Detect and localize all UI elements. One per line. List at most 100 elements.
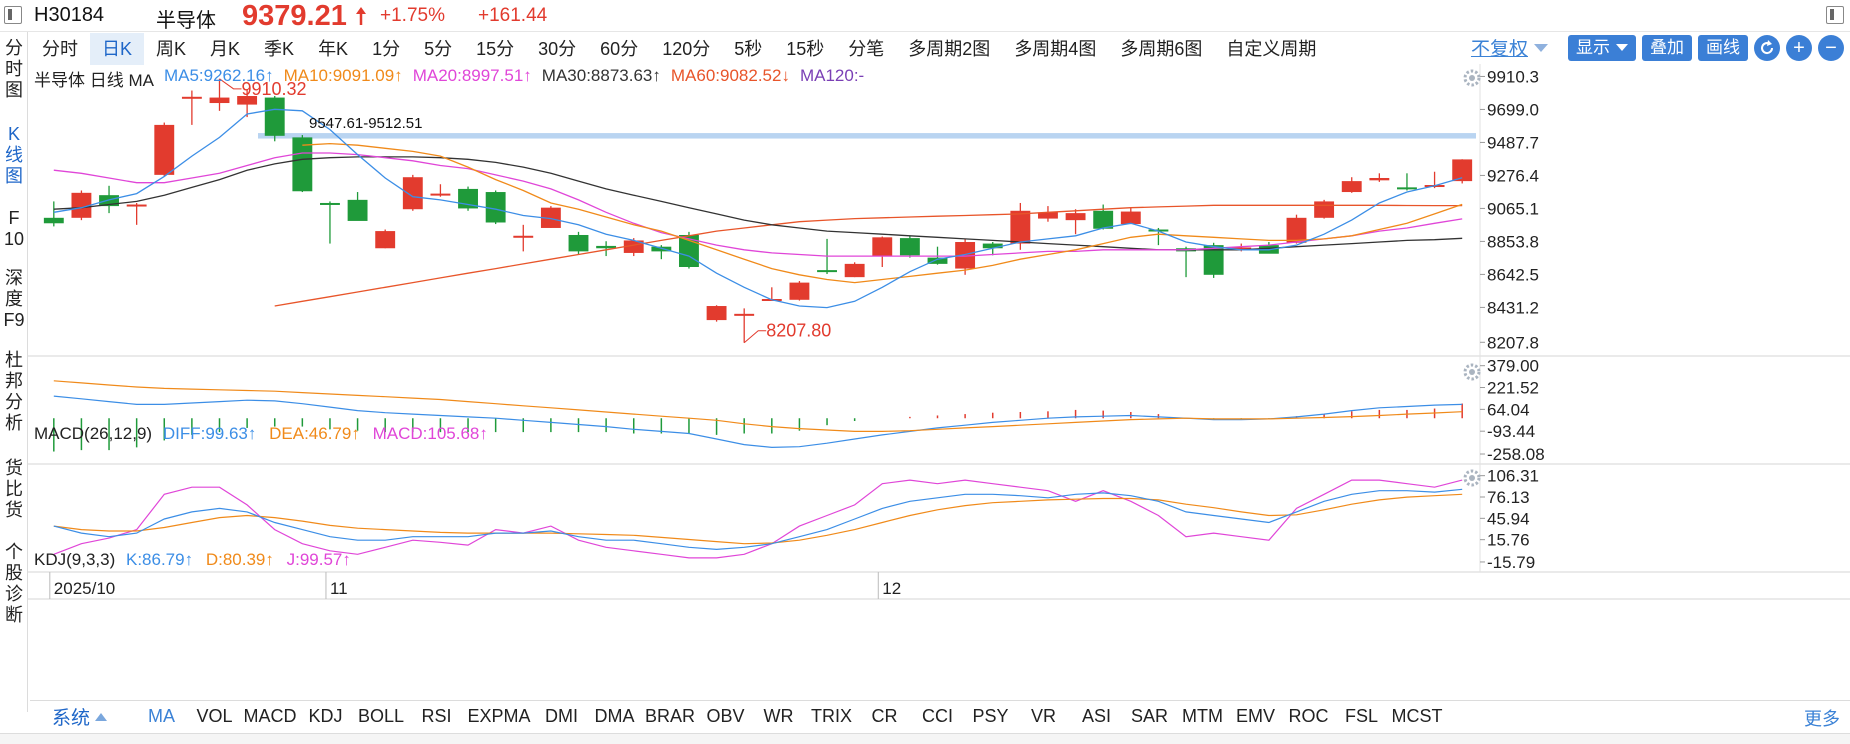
adjustment-dropdown[interactable]: 不复权 [1471,34,1548,61]
candle-body [982,243,1003,249]
zoom-out-icon[interactable]: − [1818,34,1844,61]
period-quarterly[interactable]: 季K [264,39,295,59]
ma10-line [302,142,1463,284]
sidebar-item-dupont[interactable]: 杜 邦 分 析 [0,350,28,434]
indicator-tab-macd[interactable]: MACD [243,706,297,726]
indicator-tab-fsl[interactable]: FSL [1344,706,1378,726]
sidebar-item-kline[interactable]: K 线 图 [0,124,28,187]
indicator-tab-dmi[interactable]: DMI [545,706,578,726]
indicator-tab-kdj[interactable]: KDJ [308,706,343,726]
period-daily[interactable]: 日K [90,33,145,65]
ma5-line [53,108,1463,309]
up-arrow-icon [356,7,366,25]
period-weekly[interactable]: 周K [156,39,187,59]
period-120min[interactable]: 120分 [662,39,711,59]
kdj-d-line [53,493,1463,545]
indicator-tab-obv[interactable]: OBV [706,706,745,726]
ma5-value: MA5:9262.16↑ [163,66,274,85]
macd-dea-line [53,380,1463,432]
indicator-tab-rsi[interactable]: RSI [421,706,452,726]
y-tick-label: 76.13 [1487,488,1530,507]
indicator-tab-mcst[interactable]: MCST [1391,706,1443,726]
ma-legend: 半导体 日线 MA MA5:9262.16↑ MA10:9091.09↑ MA2… [34,66,874,90]
left-window-checkbox-icon[interactable] [4,6,22,24]
sidebar-item-intraday[interactable]: 分 时 图 [0,38,28,101]
draw-line-button[interactable]: 画线 [1698,34,1748,61]
period-15sec[interactable]: 15秒 [786,39,825,59]
period-custom[interactable]: 自定义周期 [1226,39,1317,59]
system-label: 系统 [52,708,91,729]
indicator-tab-asi[interactable]: ASI [1081,706,1111,726]
sidebar-item-diagnosis[interactable]: 个 股 诊 断 [0,542,28,626]
candle-body [1203,245,1224,275]
candle-body [651,246,672,252]
candle-body [292,137,313,192]
indicator-tab-mtm[interactable]: MTM [1182,706,1223,726]
period-yearly[interactable]: 年K [318,39,349,59]
period-60min[interactable]: 60分 [600,39,639,59]
indicator-tab-expma[interactable]: EXPMA [467,706,531,726]
display-button[interactable]: 显示 [1568,34,1636,61]
macd-hist-value: MACD:105.68↑ [372,424,488,443]
period-intraday[interactable]: 分时 [42,39,78,59]
indicator-tab-vr[interactable]: VR [1030,706,1056,726]
period-multi-2[interactable]: 多周期2图 [908,39,991,59]
candle-body [264,97,285,136]
system-tab[interactable]: 系统 [30,703,125,730]
indicator-tab-vol[interactable]: VOL [196,706,233,726]
macd-diff-value: DIFF:99.63↑ [162,424,257,443]
candle-body [568,234,589,252]
overlay-button[interactable]: 叠加 [1642,34,1692,61]
zoom-in-icon[interactable]: + [1786,34,1812,61]
period-multi-6[interactable]: 多周期6图 [1120,39,1203,59]
right-window-checkbox-icon[interactable] [1826,6,1844,24]
indicator-tab-sar[interactable]: SAR [1130,706,1168,726]
indicator-tab-psy[interactable]: PSY [972,706,1009,726]
kdj-j-value: J:99.57↑ [286,550,351,569]
indicator-tab-boll[interactable]: BOLL [357,706,405,726]
indicator-tab-emv[interactable]: EMV [1235,706,1275,726]
candle-body [1038,212,1058,219]
period-monthly[interactable]: 月K [210,39,241,59]
period-5sec[interactable]: 5秒 [734,39,763,59]
candle-body [1231,247,1252,250]
chevron-up-icon [95,712,108,721]
refresh-icon[interactable] [1754,34,1780,61]
indicator-tab-cr[interactable]: CR [871,706,898,726]
indicator-tab-cci[interactable]: CCI [922,706,953,726]
candle-body [320,202,340,205]
sidebar-item-f10[interactable]: F 10 [0,208,28,250]
chevron-down-icon [1616,44,1628,51]
period-1min[interactable]: 1分 [372,39,401,59]
candle-body [734,313,755,316]
more-indicators-link[interactable]: 更多 [1804,709,1840,729]
period-15min[interactable]: 15分 [476,39,515,59]
y-tick-label: 9910.3 [1487,67,1539,86]
stock-code: H30184 [34,4,105,26]
indicator-tab-trix[interactable]: TRIX [810,706,852,726]
indicator-tabs: 系统 MA VOL MACD KDJ BOLL RSI EXPMA DMI DMA BRAR OBV… [30,700,1850,732]
sidebar-label: 杜 邦 分 析 [5,350,23,433]
indicator-tab-dma[interactable]: DMA [594,706,635,726]
candle-body [430,193,451,196]
period-5min[interactable]: 5分 [424,39,453,59]
macd-label: MACD(26,12,9) [34,424,153,443]
y-tick-label: 9699.0 [1487,100,1539,119]
indicator-tab-wr[interactable]: WR [763,706,794,726]
sidebar-item-compare[interactable]: 货 比 货 [0,458,28,521]
indicator-tab-roc[interactable]: ROC [1288,706,1329,726]
stock-name: 半导体 [156,10,216,32]
period-tick[interactable]: 分笔 [848,39,885,59]
change-value: +161.44 [478,5,548,26]
indicator-tab-ma[interactable]: MA [148,706,175,726]
ma20-line [53,152,1463,257]
sidebar-label: 货 比 货 [5,458,23,520]
indicator-tab-brar[interactable]: BRAR [644,706,695,726]
y-tick-label: 15.76 [1487,531,1530,550]
candle-body [540,207,561,228]
candle-body [955,242,976,269]
period-30min[interactable]: 30分 [538,39,577,59]
period-multi-4[interactable]: 多周期4图 [1014,39,1097,59]
sidebar-item-depth-f9[interactable]: 深 度 F9 [0,268,28,331]
candle-body [1369,177,1390,181]
